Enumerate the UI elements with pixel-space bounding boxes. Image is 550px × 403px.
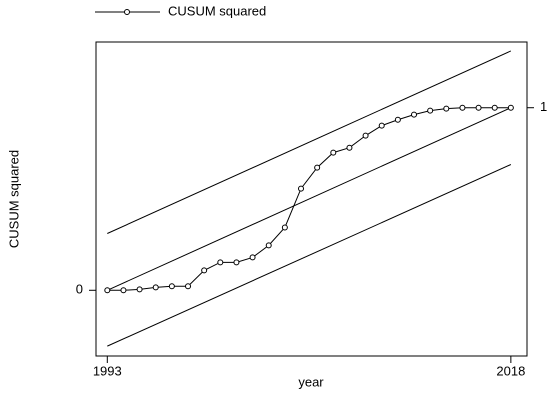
data-point xyxy=(201,267,208,274)
reference-line xyxy=(107,164,512,347)
data-point xyxy=(475,104,482,111)
x-tick-label: 1993 xyxy=(93,363,122,378)
data-point xyxy=(217,259,224,266)
data-point xyxy=(507,104,514,111)
plot-frame xyxy=(95,41,528,357)
reference-line xyxy=(107,50,512,234)
data-point xyxy=(491,104,498,111)
data-point xyxy=(427,107,434,114)
y2-tick-label: 1 xyxy=(540,99,547,114)
data-point xyxy=(459,104,466,111)
data-point xyxy=(265,242,272,249)
legend-label: CUSUM squared xyxy=(168,3,266,18)
data-point xyxy=(411,111,418,118)
data-point xyxy=(152,284,159,291)
data-point xyxy=(104,287,111,294)
data-point xyxy=(168,283,175,290)
data-point xyxy=(298,185,305,192)
x-axis-label: year xyxy=(298,374,324,389)
data-point xyxy=(362,132,369,139)
legend-marker xyxy=(124,9,130,15)
data-point xyxy=(249,254,256,261)
data-point xyxy=(185,283,192,290)
data-point xyxy=(314,164,321,171)
data-point xyxy=(330,149,337,156)
data-point xyxy=(378,122,385,129)
data-point xyxy=(233,259,240,266)
data-point xyxy=(281,224,288,231)
reference-line xyxy=(107,107,512,291)
data-point xyxy=(394,116,401,123)
data-point xyxy=(136,286,143,293)
data-point xyxy=(346,144,353,151)
data-point xyxy=(120,287,127,294)
y-axis-label: CUSUM squared xyxy=(6,150,21,248)
x-tick-label: 2018 xyxy=(496,363,525,378)
y-tick-label: 0 xyxy=(76,282,83,297)
data-point xyxy=(443,105,450,112)
